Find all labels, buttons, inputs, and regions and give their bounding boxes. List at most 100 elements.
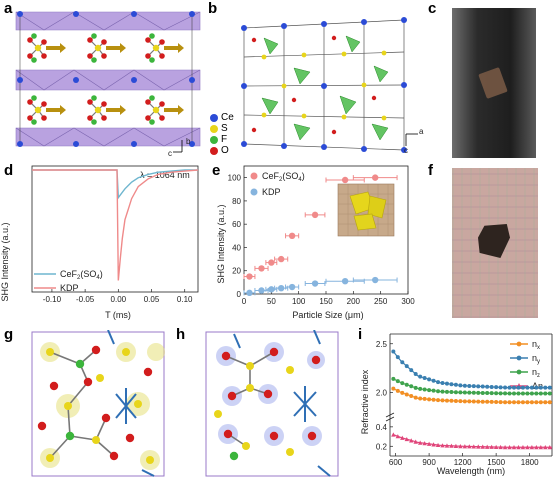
panel-label-d: d [4, 162, 14, 179]
i-marker-3 [525, 445, 530, 450]
i-axis-break [385, 412, 395, 418]
panel-label-f: f [428, 162, 433, 179]
i-marker-1 [547, 385, 552, 390]
i-marker-2 [529, 391, 534, 396]
e-point-0 [258, 265, 265, 272]
e-point-1 [372, 276, 379, 284]
density-map-g [31, 330, 165, 477]
f-swatch-icon [210, 135, 218, 144]
i-marker-2 [462, 390, 467, 395]
i-marker-0 [471, 399, 476, 404]
i-marker-0 [547, 400, 552, 405]
e-point-1 [311, 280, 319, 287]
e-ylabel: SHG Intensity (a.u.) [216, 204, 226, 283]
i-marker-1 [467, 383, 472, 388]
i-marker-0 [489, 399, 494, 404]
i-marker-2 [547, 391, 552, 396]
i-marker-0 [485, 399, 490, 404]
e-ytick-label: 80 [232, 197, 241, 206]
ce-swatch-icon [210, 113, 218, 122]
e-ytick-label: 40 [232, 243, 241, 252]
i-marker-3 [520, 445, 526, 450]
i-marker-3 [502, 445, 508, 450]
panel-label-b: b [208, 0, 218, 17]
i-marker-3 [462, 444, 468, 449]
shg-particle-size-chart: SHG Intensity (a.u.) Particle Size (μm) … [216, 165, 415, 320]
e-point-1 [277, 284, 285, 292]
i-marker-2 [485, 391, 490, 396]
e-point-1 [268, 286, 275, 293]
crystal-sample-c [478, 67, 508, 99]
i-marker-3 [498, 444, 503, 450]
i-ytick-label: 2.0 [376, 389, 388, 398]
i-marker-1 [462, 383, 467, 388]
d-xtick-label: 0.00 [111, 295, 127, 304]
i-xtick-label: 900 [422, 458, 436, 467]
i-marker-1 [543, 385, 548, 390]
i-marker-1 [503, 385, 508, 390]
i-marker-2 [422, 387, 427, 392]
i-ytick-label: 0.4 [376, 423, 388, 432]
i-marker-3 [489, 444, 494, 449]
e-point-0 [311, 211, 319, 219]
i-marker-0 [529, 400, 534, 405]
i-marker-1 [409, 368, 414, 373]
i-marker-3 [458, 443, 463, 449]
i-marker-1 [498, 385, 503, 390]
d-ylabel: SHG Intensity (a.u.) [0, 222, 10, 301]
i-marker-3 [417, 440, 423, 445]
i-marker-2 [458, 390, 463, 395]
i-marker-2 [444, 389, 449, 394]
i-marker-0 [444, 398, 449, 403]
panel-label-h: h [176, 326, 186, 343]
axes-indicator-a: b c [168, 137, 191, 158]
i-marker-1 [516, 385, 521, 390]
i-marker-1 [534, 385, 539, 390]
i-marker-3 [538, 445, 544, 450]
shg-time-chart: SHG Intensity (a.u.) T (ms) λ = 1064 nm … [0, 165, 199, 320]
legend-label-e-kdp: KDP [262, 187, 281, 197]
i-marker-3 [431, 442, 436, 447]
e-xtick-label: 0 [242, 297, 247, 306]
i-marker-3 [422, 441, 427, 446]
crystal-photo-c [452, 8, 536, 158]
i-marker-2 [471, 390, 476, 395]
i-marker-3 [413, 439, 418, 444]
i-marker-0 [494, 400, 499, 405]
i-marker-2 [418, 386, 423, 391]
o-swatch-icon [210, 146, 218, 155]
legend-label-ny: ny [532, 353, 540, 365]
density-map-h [205, 330, 339, 477]
i-marker-1 [453, 382, 458, 387]
legend-marker-ny [516, 355, 522, 361]
i-legend: nx ny nz Δn [510, 339, 543, 391]
legend-item-f: F [210, 134, 250, 145]
i-marker-0 [525, 400, 530, 405]
i-ytick-label: 0.2 [376, 442, 388, 451]
d-xtick-label: 0.10 [177, 295, 193, 304]
i-marker-3 [440, 443, 445, 448]
i-marker-0 [534, 400, 539, 405]
i-marker-3 [426, 441, 432, 446]
i-ytick-label: 2.5 [376, 340, 388, 349]
i-marker-3 [493, 444, 499, 450]
crystal-structure-b [241, 17, 407, 153]
i-marker-3 [547, 445, 552, 450]
i-marker-2 [395, 379, 400, 384]
legend-item-o: O [210, 145, 250, 156]
i-marker-2 [449, 390, 454, 395]
e-point-0 [341, 176, 349, 184]
e-xtick-label: 150 [319, 297, 333, 306]
d-xtick-label: 0.05 [144, 295, 160, 304]
i-xlabel: Wavelength (nm) [437, 466, 505, 476]
d-annotation: λ = 1064 nm [140, 170, 190, 180]
e-point-1 [258, 287, 265, 294]
i-series-line-3 [393, 434, 552, 448]
e-legend: CeF2(SO4) KDP [250, 171, 305, 197]
i-xtick-label: 1500 [487, 458, 505, 467]
e-ytick-label: 20 [232, 267, 241, 276]
i-marker-2 [503, 391, 508, 396]
i-marker-0 [404, 392, 409, 397]
i-marker-0 [453, 398, 458, 403]
i-marker-3 [444, 443, 450, 448]
